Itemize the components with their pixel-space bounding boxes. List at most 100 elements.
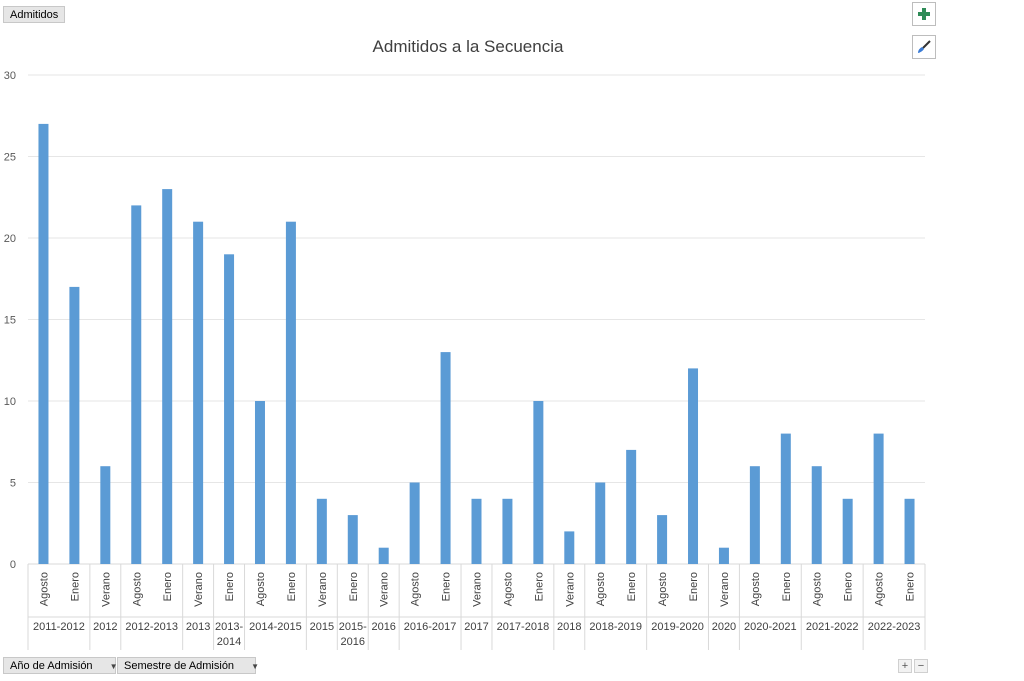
- row-field-semester-label: Semestre de Admisión: [124, 660, 235, 672]
- collapse-field-button[interactable]: −: [914, 659, 928, 673]
- bar: [224, 254, 235, 565]
- bar: [440, 352, 451, 564]
- group-label: 2016: [371, 621, 395, 633]
- bar: [842, 498, 853, 564]
- bar: [595, 482, 606, 564]
- bar: [409, 482, 420, 564]
- brush-icon: [918, 40, 931, 53]
- category-tick-label: Verano: [379, 572, 391, 607]
- group-label: 2015: [310, 621, 334, 633]
- plus-icon: [918, 8, 930, 20]
- bar: [533, 401, 544, 564]
- row-field-semester-button[interactable]: Semestre de Admisión ▼: [117, 657, 260, 674]
- group-label: 2011-2012: [33, 621, 85, 633]
- category-tick-label: Verano: [100, 572, 112, 607]
- category-tick-label: Agosto: [657, 572, 669, 606]
- y-tick-label: 25: [4, 152, 16, 164]
- y-tick-label: 5: [10, 478, 16, 490]
- category-tick-label: Enero: [348, 572, 360, 601]
- category-tick-label: Enero: [905, 572, 917, 601]
- category-tick-label: Agosto: [255, 572, 267, 606]
- category-tick-label: Agosto: [874, 572, 886, 606]
- category-tick-label: Enero: [69, 572, 81, 601]
- bar: [378, 547, 389, 564]
- bar: [904, 498, 915, 564]
- category-tick-label: Enero: [162, 572, 174, 601]
- bar: [38, 123, 49, 565]
- category-tick-label: Enero: [533, 572, 545, 601]
- category-tick-label: Verano: [719, 572, 731, 607]
- category-tick-label: Enero: [781, 572, 793, 601]
- category-tick-label: Verano: [564, 572, 576, 607]
- y-tick-label: 15: [4, 315, 16, 327]
- y-tick-label: 0: [10, 559, 16, 571]
- group-label: 2018-2019: [589, 621, 642, 633]
- bar: [688, 368, 699, 564]
- bar: [873, 433, 884, 564]
- bar: [502, 498, 513, 564]
- bar: [749, 466, 760, 564]
- expand-field-button[interactable]: +: [898, 659, 912, 673]
- bar: [100, 466, 111, 564]
- category-tick-label: Agosto: [595, 572, 607, 606]
- y-tick-label: 20: [4, 233, 16, 245]
- group-label: 2018: [557, 621, 581, 633]
- group-label: 2021-2022: [806, 621, 859, 633]
- group-label: 2012: [93, 621, 117, 633]
- group-label: 2014-2015: [249, 621, 302, 633]
- category-tick-label: Enero: [286, 572, 298, 601]
- bar: [626, 449, 637, 564]
- bar: [347, 515, 358, 564]
- chart-elements-button[interactable]: [912, 2, 936, 26]
- category-tick-label: Agosto: [131, 572, 143, 606]
- group-label: 2017: [464, 621, 488, 633]
- group-label: 2016: [341, 636, 365, 648]
- category-tick-label: Enero: [688, 572, 700, 601]
- category-tick-label: Agosto: [812, 572, 824, 606]
- category-tick-label: Enero: [224, 572, 236, 601]
- bar: [718, 547, 729, 564]
- group-label: 2015-: [339, 621, 367, 633]
- group-label: 2013-: [215, 621, 243, 633]
- row-field-year-button[interactable]: Año de Admisión ▼: [3, 657, 118, 674]
- category-tick-label: Verano: [317, 572, 329, 607]
- dropdown-arrow-icon: ▼: [251, 662, 260, 671]
- group-label: 2017-2018: [497, 621, 550, 633]
- category-tick-label: Enero: [626, 572, 638, 601]
- group-label: 2013: [186, 621, 210, 633]
- y-tick-label: 10: [4, 396, 16, 408]
- category-tick-label: Agosto: [502, 572, 514, 606]
- category-tick-label: Agosto: [410, 572, 422, 606]
- dropdown-arrow-icon: ▼: [109, 662, 118, 671]
- category-tick-label: Enero: [441, 572, 453, 601]
- group-label: 2014: [217, 636, 241, 648]
- category-tick-label: Enero: [843, 572, 855, 601]
- bar: [193, 221, 204, 564]
- group-label: 2016-2017: [404, 621, 457, 633]
- bar: [131, 205, 142, 564]
- bar: [471, 498, 482, 564]
- bar: [564, 531, 575, 564]
- bar: [780, 433, 791, 564]
- category-tick-label: Agosto: [38, 572, 50, 606]
- group-label: 2022-2023: [868, 621, 921, 633]
- bar: [811, 466, 822, 564]
- chart-title: Admitidos a la Secuencia: [372, 37, 564, 56]
- bar: [162, 189, 173, 564]
- group-label: 2012-2013: [125, 621, 178, 633]
- group-label: 2020-2021: [744, 621, 797, 633]
- y-tick-label: 30: [4, 70, 16, 82]
- group-label: 2019-2020: [651, 621, 704, 633]
- value-field-label: Admitidos: [10, 9, 59, 21]
- chart-styles-button[interactable]: [912, 35, 936, 59]
- category-tick-label: Agosto: [750, 572, 762, 606]
- value-field-button[interactable]: Admitidos: [3, 6, 66, 23]
- row-field-year-label: Año de Admisión: [10, 660, 93, 672]
- bar: [657, 515, 668, 564]
- bar: [285, 221, 296, 564]
- bar: [69, 286, 80, 564]
- category-tick-label: Verano: [472, 572, 484, 607]
- bar: [316, 498, 327, 564]
- group-label: 2020: [712, 621, 736, 633]
